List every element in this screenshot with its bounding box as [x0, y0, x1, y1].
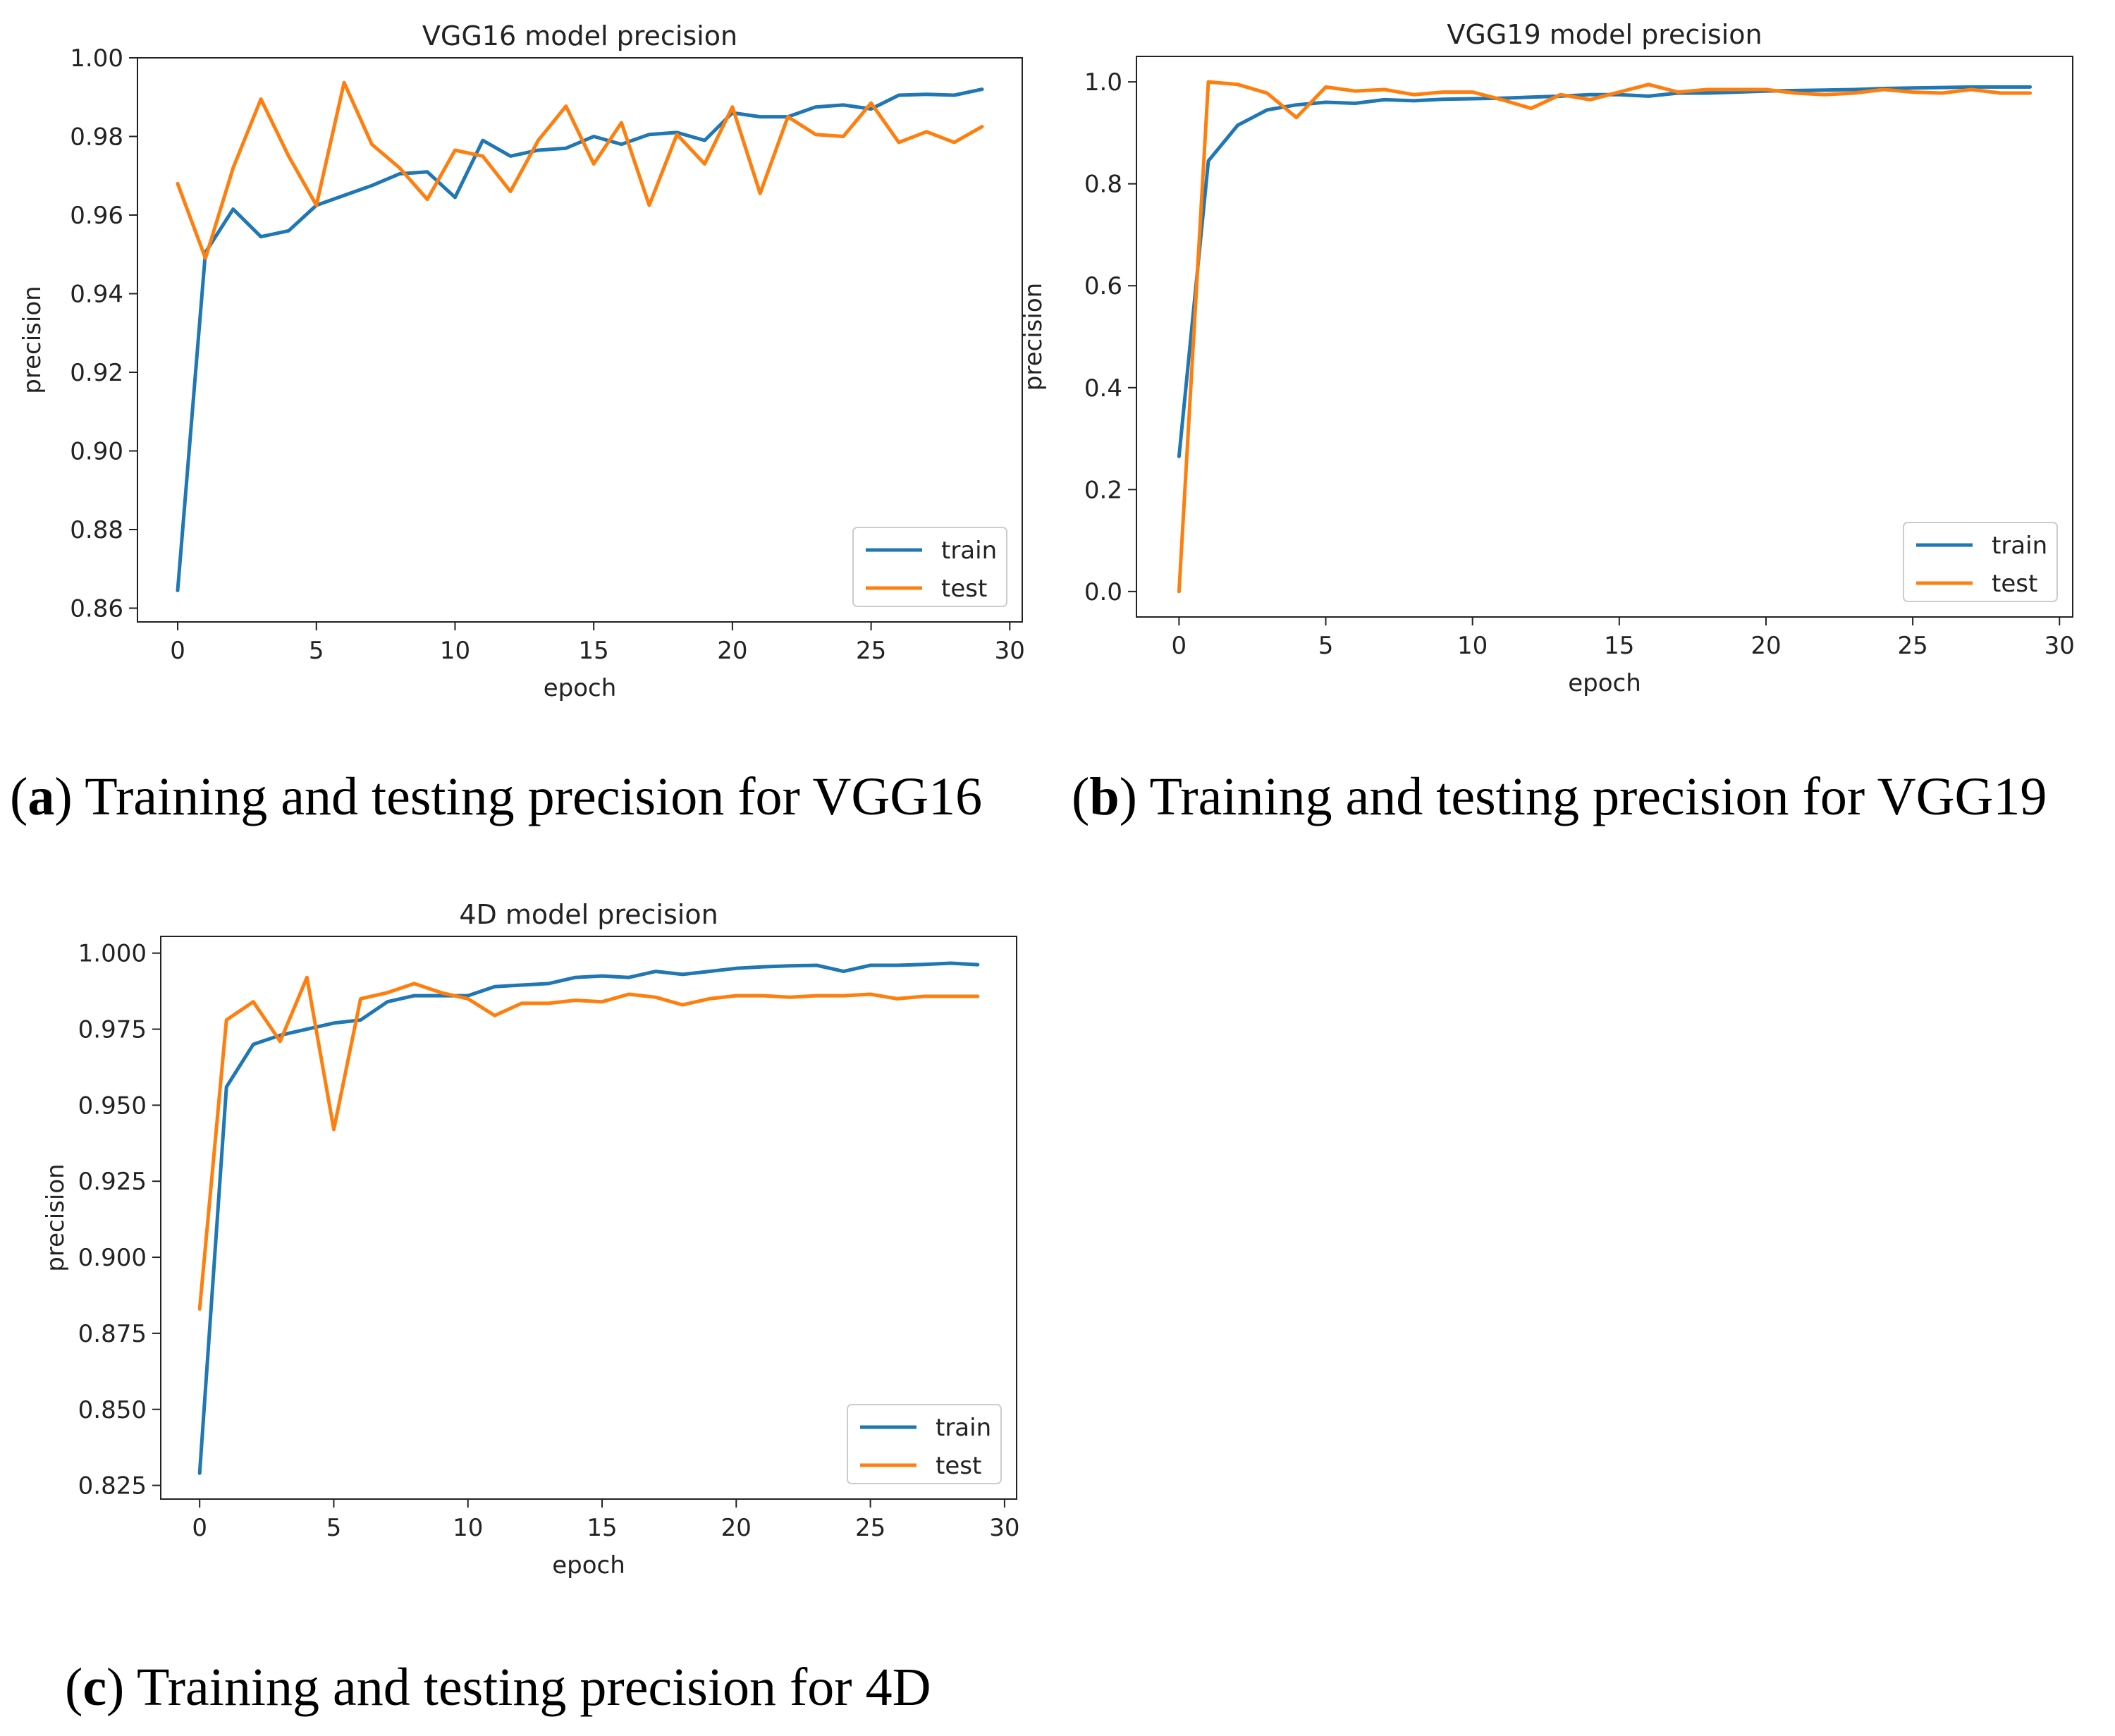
x-tick-label: 5	[326, 1514, 342, 1542]
x-tick-label: 10	[440, 637, 470, 665]
y-axis-label: precision	[42, 1163, 70, 1271]
chart-title: VGG19 model precision	[1447, 19, 1762, 50]
x-tick-label: 0	[170, 637, 185, 665]
y-tick-label: 0.950	[78, 1092, 147, 1120]
x-tick-label: 15	[587, 1514, 617, 1542]
x-tick-label: 25	[856, 637, 886, 665]
y-tick-label: 1.0	[1084, 68, 1122, 97]
y-tick-label: 0.0	[1084, 578, 1122, 606]
caption-c-text: Training and testing precision for 4D	[136, 1658, 931, 1717]
y-tick-label: 0.96	[70, 202, 123, 230]
x-tick-label: 10	[453, 1514, 483, 1542]
series-line-test	[176, 80, 984, 260]
y-tick-label: 0.6	[1084, 272, 1122, 300]
y-tick-label: 0.4	[1084, 374, 1122, 403]
x-axis-label: epoch	[1568, 669, 1641, 697]
plot-frame	[1136, 56, 2073, 618]
chart-title: VGG16 model precision	[422, 20, 737, 51]
chart-vgg19: VGG19 model precision 0 5 10 15 20 25 30 0.0 0.2 0…	[1019, 19, 2075, 697]
x-tick-label: 20	[1751, 632, 1781, 660]
caption-b-text: Training and testing precision for VGG19	[1149, 767, 2047, 826]
y-tick-label: 0.975	[78, 1016, 147, 1044]
x-axis-label: epoch	[552, 1551, 625, 1579]
legend-label-train: train	[936, 1414, 991, 1442]
y-tick-label: 0.90	[70, 437, 123, 465]
y-tick-label: 1.000	[78, 940, 147, 968]
x-tick-label: 0	[192, 1514, 207, 1542]
y-tick-label: 0.94	[70, 280, 123, 308]
y-tick-label: 0.900	[78, 1244, 147, 1272]
y-tick-label: 0.825	[78, 1472, 147, 1500]
legend-label-train: train	[1992, 532, 2047, 560]
x-tick-label: 5	[1318, 632, 1334, 660]
legend: train test	[1903, 522, 2058, 602]
x-tick-label: 25	[855, 1514, 885, 1542]
plot-frame	[137, 57, 1023, 623]
caption-b: (b) Training and testing precision for V…	[1072, 767, 2047, 826]
y-axis-label: precision	[18, 286, 47, 393]
caption-a: (a) Training and testing precision for V…	[10, 767, 983, 826]
caption-a-text: Training and testing precision for VGG16	[85, 767, 983, 826]
chart-title: 4D model precision	[459, 899, 718, 930]
x-tick-label: 20	[717, 637, 747, 665]
series-line-train	[176, 87, 984, 592]
y-tick-label: 1.00	[70, 44, 123, 73]
y-axis-label: precision	[1019, 283, 1048, 391]
legend: train test	[852, 527, 1007, 607]
y-tick-label: 0.92	[70, 359, 123, 387]
legend-label-test: test	[941, 575, 987, 603]
x-tick-label: 30	[2044, 632, 2075, 660]
legend-label-test: test	[936, 1452, 981, 1480]
y-tick-label: 0.86	[70, 594, 123, 623]
x-axis-label: epoch	[544, 674, 617, 702]
chart-vgg16: VGG16 model precision 0 5 10 15 20 25 30 0.86 0.8…	[18, 20, 1025, 702]
y-tick-label: 0.2	[1084, 476, 1122, 504]
series-line-test	[197, 975, 980, 1311]
x-tick-label: 30	[989, 1514, 1019, 1542]
y-tick-label: 0.98	[70, 123, 123, 151]
x-tick-label: 25	[1897, 632, 1927, 660]
plot-frame	[160, 936, 1017, 1500]
x-tick-label: 15	[579, 637, 609, 665]
caption-c: (c) Training and testing precision for 4…	[65, 1658, 931, 1717]
x-tick-label: 30	[995, 637, 1025, 665]
x-tick-label: 5	[309, 637, 324, 665]
x-tick-label: 10	[1457, 632, 1488, 660]
series-line-train	[1177, 85, 2033, 458]
y-tick-label: 0.850	[78, 1396, 147, 1424]
x-tick-label: 15	[1604, 632, 1634, 660]
y-tick-label: 0.925	[78, 1168, 147, 1196]
chart-4d: 4D model precision 0 5 10 15 20 25 30 0.825 0.850…	[42, 899, 1020, 1579]
x-tick-label: 20	[721, 1514, 752, 1542]
y-tick-label: 0.875	[78, 1320, 147, 1348]
legend-label-test: test	[1992, 570, 2037, 598]
series-line-train	[197, 961, 980, 1475]
y-tick-label: 0.88	[70, 516, 123, 544]
legend: train test	[847, 1404, 1002, 1484]
x-tick-label: 0	[1172, 632, 1187, 660]
y-tick-label: 0.8	[1084, 171, 1122, 199]
legend-label-train: train	[941, 537, 997, 565]
series-line-test	[1177, 80, 2033, 594]
